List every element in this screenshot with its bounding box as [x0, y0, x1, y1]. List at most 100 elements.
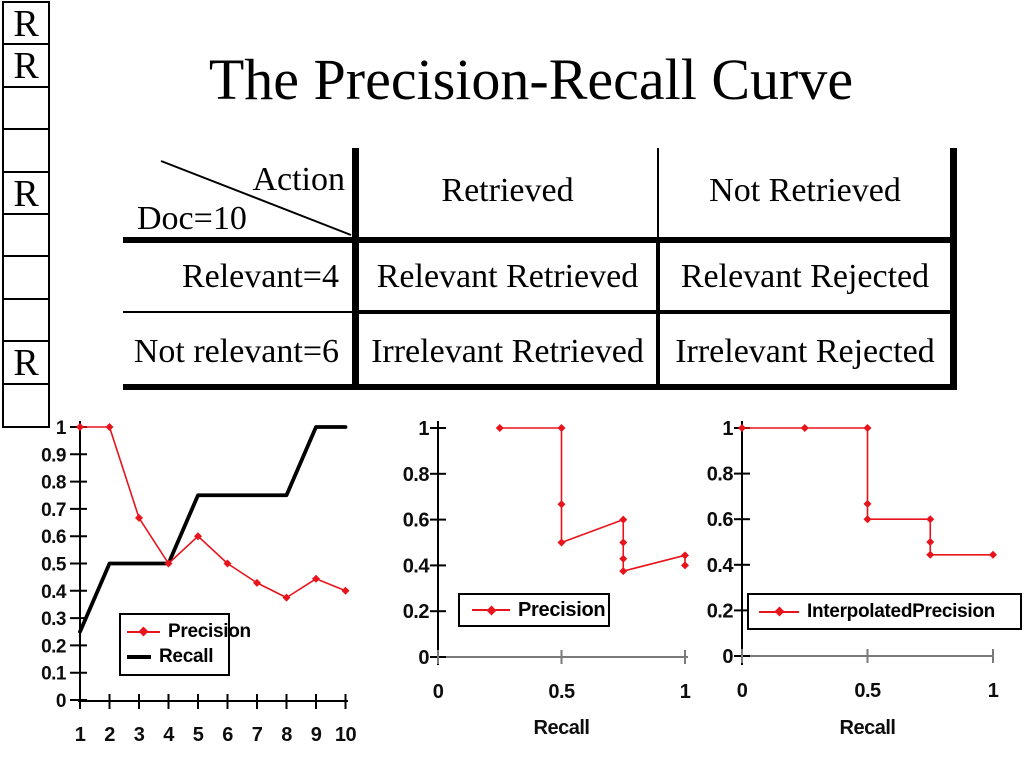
x-tick-label: 5 — [193, 724, 204, 746]
ranked-doc-box — [2, 213, 50, 258]
rank-chart-legend: Precision Recall — [119, 613, 251, 676]
data-point-marker — [738, 424, 746, 432]
recall-series-marker-icon — [127, 653, 151, 662]
ranked-doc-box — [2, 383, 50, 428]
table-row-header-not-relevant: Not relevant=6 — [133, 333, 339, 370]
legend-entry-interpolated-precision: InterpolatedPrecision — [759, 601, 1016, 623]
legend-label: InterpolatedPrecision — [807, 600, 995, 622]
y-tick-label: 1 — [56, 418, 67, 439]
recall-series-line — [78, 425, 348, 634]
y-tick-label: 0.8 — [707, 464, 734, 486]
data-point-marker — [495, 424, 504, 432]
data-point-marker — [863, 499, 872, 508]
x-tick-label: 9 — [311, 724, 322, 746]
data-point-marker — [619, 538, 628, 547]
table-header-retrieved: Retrieved — [441, 172, 574, 209]
data-point-marker — [989, 550, 997, 559]
y-tick-label: 0.4 — [41, 582, 67, 603]
x-axis-label: Recall — [534, 717, 590, 739]
y-tick-label: 0.5 — [41, 555, 67, 576]
y-tick-label: 0.8 — [403, 464, 430, 486]
rank-chart: 10.90.80.70.60.50.40.30.20.101 2 3 4 5 6 7 8 9 10 — [41, 418, 357, 746]
x-tick-label: 1 — [75, 724, 86, 746]
table-divider-vertical-thin-header — [657, 148, 659, 237]
table-cell-relevant-rejected: Relevant Rejected — [680, 258, 930, 295]
interpolated-precision-chart: 1 0.8 0.6 0.4 0.2 00 0.5 1 Recall — [707, 418, 1000, 739]
data-point-marker — [681, 551, 689, 560]
precision-chart-legend: Precision — [458, 593, 610, 627]
y-tick-label: 1 — [722, 418, 733, 440]
x-tick-label: 7 — [252, 724, 263, 746]
table-corner-action-label: Action — [252, 161, 345, 198]
data-point-marker — [282, 593, 291, 602]
precision-series-line — [741, 427, 994, 556]
table-divider-horizontal-row-right — [359, 310, 950, 314]
y-tick-label: 0.4 — [707, 555, 735, 577]
data-point-marker — [164, 559, 173, 568]
x-tick-label: 2 — [104, 724, 115, 746]
x-tick-label: 0 — [737, 680, 748, 702]
data-point-marker — [619, 515, 628, 524]
data-point-marker — [926, 538, 935, 546]
table-divider-horizontal-bottom — [123, 384, 957, 390]
data-point-marker — [800, 424, 809, 432]
legend-entry-recall: Recall — [127, 646, 222, 668]
data-point-marker — [863, 424, 872, 432]
y-tick-label: 0 — [56, 691, 66, 712]
y-tick-label: 0.3 — [41, 609, 66, 630]
data-point-marker — [76, 423, 84, 431]
table-corner-diagonal-line — [160, 160, 352, 236]
data-point-marker — [619, 554, 628, 563]
table-divider-horizontal-header — [123, 237, 957, 243]
precision-series-marker-icon — [127, 626, 160, 637]
data-point-marker — [619, 567, 628, 576]
data-point-marker — [135, 513, 143, 522]
table-row-header-relevant: Relevant=4 — [181, 258, 339, 295]
data-point-marker — [105, 423, 114, 431]
data-point-marker — [557, 424, 566, 432]
table-header-not-retrieved: Not Retrieved — [709, 172, 901, 209]
interpolated-precision-chart-legend: InterpolatedPrecision — [747, 593, 1022, 630]
y-tick-label: 0.2 — [403, 601, 430, 623]
table-cell-relevant-retrieved: Relevant Retrieved — [376, 258, 639, 295]
y-tick-label: 0.2 — [41, 636, 66, 657]
x-tick-label: 0.5 — [548, 681, 575, 703]
data-point-marker — [926, 550, 935, 559]
table-divider-vertical-thick-left — [352, 148, 359, 390]
y-tick-label: 0.6 — [403, 510, 430, 532]
x-tick-label: 6 — [222, 724, 233, 746]
table-cell-irrelevant-retrieved: Irrelevant Retrieved — [371, 333, 644, 370]
x-tick-label: 1 — [680, 681, 691, 703]
y-tick-label: 0.8 — [41, 473, 66, 494]
y-tick-label: 0.6 — [707, 509, 734, 531]
legend-label: Precision — [518, 598, 606, 621]
precision-recall-chart: 1 0.8 0.6 0.4 0.2 00 0.5 1 Recall — [403, 418, 692, 739]
x-tick-label: 3 — [134, 724, 145, 746]
legend-entry-precision: Precision — [127, 621, 251, 643]
x-tick-label: 10 — [335, 724, 357, 746]
x-tick-label: 1 — [988, 680, 999, 702]
y-tick-label: 0 — [722, 646, 733, 668]
data-point-marker — [863, 515, 872, 524]
y-tick-label: 0.9 — [41, 445, 66, 466]
data-point-marker — [681, 561, 689, 570]
x-tick-label: 0 — [433, 681, 444, 703]
data-point-marker — [557, 538, 566, 547]
table-divider-horizontal-row-left — [123, 311, 352, 313]
data-point-marker — [194, 532, 202, 541]
x-axis-label: Recall — [840, 717, 896, 739]
precision-series-marker-icon — [759, 606, 799, 617]
legend-label: Precision — [168, 620, 251, 642]
x-tick-label: 0.5 — [854, 680, 881, 702]
table-divider-vertical-thick-right — [950, 148, 957, 390]
table-corner-doc-label: Doc=10 — [137, 200, 247, 237]
data-point-marker — [223, 559, 232, 568]
y-tick-label: 0.1 — [41, 664, 67, 685]
y-tick-label: 1 — [418, 418, 429, 440]
table-cell-irrelevant-rejected: Irrelevant Rejected — [675, 333, 935, 370]
ranked-doc-box — [2, 86, 50, 131]
data-point-marker — [557, 500, 566, 509]
ranked-doc-box-relevant: R — [2, 1, 50, 46]
y-tick-label: 0.6 — [41, 527, 66, 548]
